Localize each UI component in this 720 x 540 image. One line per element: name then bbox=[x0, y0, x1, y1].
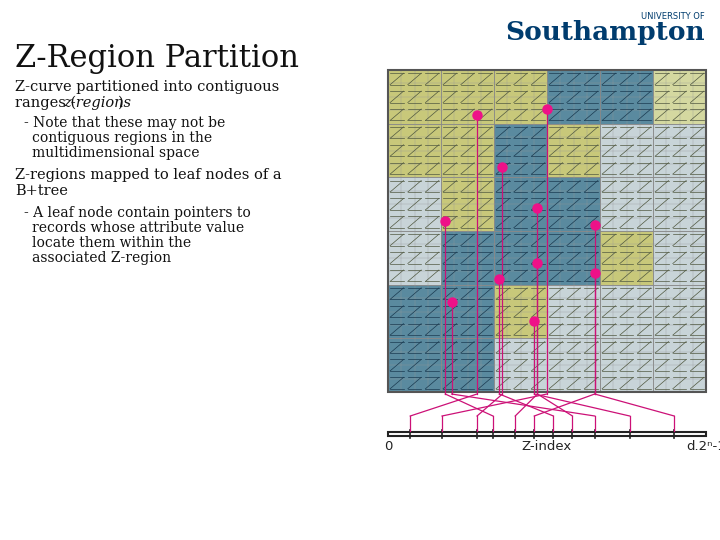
Bar bbox=[653, 231, 706, 285]
Text: locate them within the: locate them within the bbox=[32, 236, 191, 250]
Bar bbox=[388, 432, 706, 436]
Bar bbox=[388, 231, 441, 285]
Text: ranges (: ranges ( bbox=[15, 96, 76, 110]
Text: Z-curve partitioned into contiguous: Z-curve partitioned into contiguous bbox=[15, 80, 279, 94]
Bar bbox=[600, 177, 653, 231]
Bar bbox=[494, 177, 547, 231]
Text: Z-Region Partition: Z-Region Partition bbox=[15, 43, 299, 74]
Bar bbox=[441, 124, 494, 177]
Bar bbox=[388, 285, 441, 339]
Bar bbox=[494, 285, 547, 339]
Bar bbox=[600, 124, 653, 177]
Text: - A leaf node contain pointers to: - A leaf node contain pointers to bbox=[24, 206, 251, 220]
Bar bbox=[600, 231, 653, 285]
Text: d.2ⁿ-1: d.2ⁿ-1 bbox=[686, 440, 720, 453]
Text: - Note that these may not be: - Note that these may not be bbox=[24, 116, 225, 130]
Bar bbox=[441, 177, 494, 231]
Text: Southampton: Southampton bbox=[505, 20, 705, 45]
Bar bbox=[600, 285, 653, 339]
Text: contiguous regions in the: contiguous regions in the bbox=[32, 131, 212, 145]
Bar bbox=[653, 339, 706, 392]
Bar bbox=[653, 70, 706, 124]
Bar bbox=[441, 70, 494, 124]
Text: Z-regions mapped to leaf nodes of a: Z-regions mapped to leaf nodes of a bbox=[15, 168, 282, 182]
Bar bbox=[441, 231, 494, 285]
Bar bbox=[494, 231, 547, 285]
Bar bbox=[547, 231, 600, 285]
Bar bbox=[547, 70, 600, 124]
Bar bbox=[653, 177, 706, 231]
Text: UNIVERSITY OF: UNIVERSITY OF bbox=[642, 12, 705, 21]
Text: z-regions: z-regions bbox=[63, 96, 131, 110]
Text: ): ) bbox=[118, 96, 124, 110]
Text: associated Z-region: associated Z-region bbox=[32, 251, 171, 265]
Text: records whose attribute value: records whose attribute value bbox=[32, 221, 244, 235]
Bar bbox=[441, 285, 494, 339]
Bar bbox=[653, 285, 706, 339]
Bar bbox=[547, 177, 600, 231]
Bar bbox=[494, 339, 547, 392]
Bar bbox=[547, 124, 600, 177]
Text: multidimensional space: multidimensional space bbox=[32, 146, 199, 160]
Bar bbox=[388, 339, 441, 392]
Text: 0: 0 bbox=[384, 440, 392, 453]
Bar bbox=[547, 285, 600, 339]
Bar bbox=[600, 339, 653, 392]
Bar bbox=[547, 339, 600, 392]
Bar bbox=[388, 124, 441, 177]
Text: Z-index: Z-index bbox=[522, 440, 572, 453]
Bar bbox=[653, 124, 706, 177]
Text: B+tree: B+tree bbox=[15, 184, 68, 198]
Bar bbox=[441, 339, 494, 392]
Bar bbox=[494, 70, 547, 124]
Bar bbox=[388, 70, 441, 124]
Bar bbox=[388, 177, 441, 231]
Bar bbox=[494, 124, 547, 177]
Bar bbox=[388, 70, 706, 392]
Bar bbox=[600, 70, 653, 124]
